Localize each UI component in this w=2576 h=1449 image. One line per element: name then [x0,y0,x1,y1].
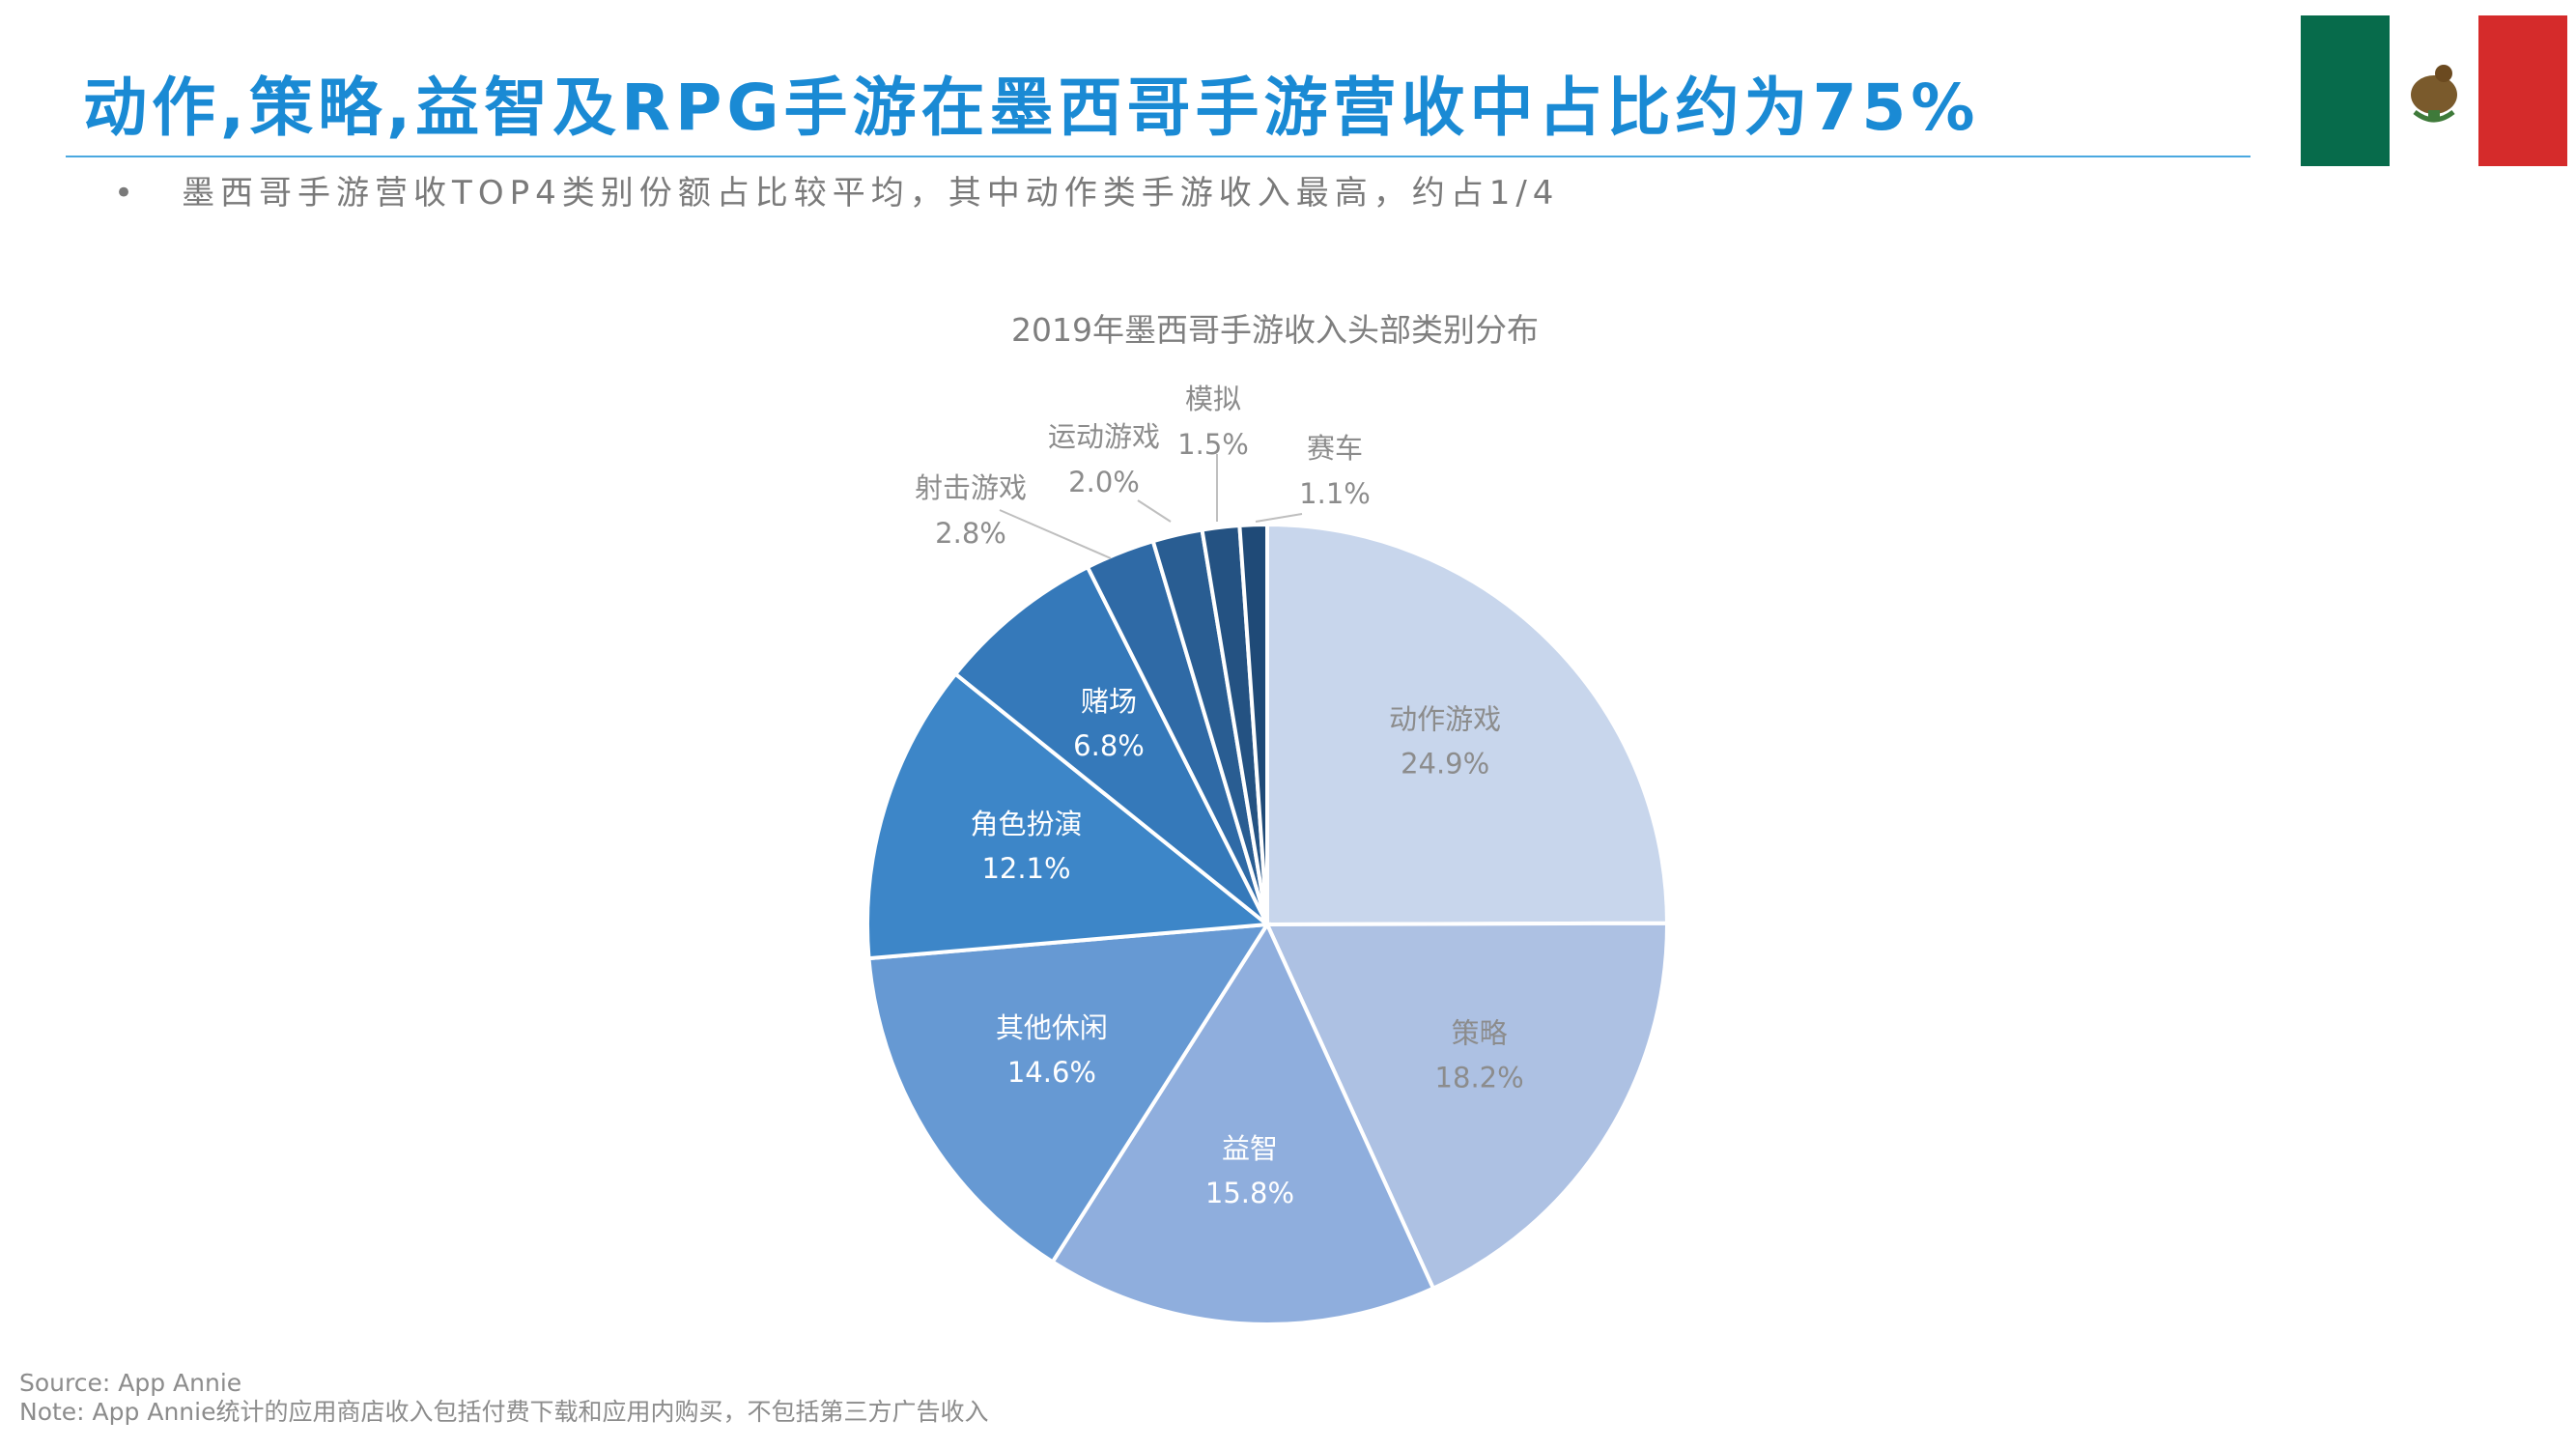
flag-eagle-emblem [2411,65,2457,123]
chart-title: 2019年墨西哥手游收入头部类别分布 [1011,311,1539,349]
pie-slice-2 [1050,920,1436,1326]
slice-category-label-9: 赛车 [1307,432,1363,465]
slice-category-label-8: 模拟 [1185,383,1241,415]
slice-category-label-3: 其他休闲 [996,1011,1108,1044]
leader-line-9 [1255,513,1303,523]
flag-red-band [2478,15,2567,166]
subtitle-text: 墨西哥手游营收TOP4类别份额占比较平均，其中动作类手游收入最高，约占1/4 [182,174,1560,213]
leader-line-6 [999,509,1112,559]
slice-value-label-2: 15.8% [1205,1177,1294,1209]
source-note: Source: App Annie [19,1369,242,1397]
title-divider [66,156,2250,157]
page-title: 动作,策略,益智及RPG手游在墨西哥手游营收中占比约为75% [83,71,1980,145]
slice-value-label-0: 24.9% [1401,747,1489,780]
subtitle-row: • 墨西哥手游营收TOP4类别份额占比较平均，其中动作类手游收入最高，约占1/4 [114,166,1559,213]
slice-value-label-5: 6.8% [1073,729,1145,762]
slice-category-label-4: 角色扮演 [971,808,1083,840]
flag-green-band [2301,15,2390,166]
pie-slices [865,522,1670,1326]
slice-value-label-1: 18.2% [1435,1062,1524,1094]
pie-slice-5 [952,564,1269,926]
slice-category-label-5: 赌场 [1081,685,1137,718]
slice-value-label-7: 2.0% [1068,466,1140,498]
pie-slice-1 [1263,921,1670,1292]
slice-category-label-0: 动作游戏 [1389,702,1501,735]
slice-value-label-6: 2.8% [935,517,1006,550]
slice-category-label-2: 益智 [1222,1132,1278,1165]
slice-value-label-3: 14.6% [1007,1056,1096,1089]
slice-value-label-4: 12.1% [981,852,1070,885]
pie-slice-9 [1237,522,1269,925]
leader-line-7 [1137,499,1172,523]
slice-value-label-9: 1.1% [1299,477,1371,510]
methodology-note: Note: App Annie统计的应用商店收入包括付费下载和应用内购买，不包括… [19,1398,989,1426]
pie-labels: 动作游戏 24.9% 策略 18.2% 益智 15.8% 其他休闲 14.6% 角色扮演 12.1… [915,383,1524,1209]
pie-slice-3 [866,922,1271,1265]
pie-slice-4 [865,670,1273,961]
bullet-icon: • [114,174,140,213]
slice-category-label-6: 射击游戏 [915,471,1027,504]
mexico-flag-icon [2301,15,2567,166]
pie-leader-lines [999,454,1303,559]
slice-value-label-8: 1.5% [1177,428,1249,461]
pie-slice-0 [1265,522,1670,927]
slice-category-label-1: 策略 [1452,1017,1508,1050]
slice-category-label-7: 运动游戏 [1048,420,1160,453]
footer: Source: App Annie Note: App Annie统计的应用商店… [19,1369,988,1427]
